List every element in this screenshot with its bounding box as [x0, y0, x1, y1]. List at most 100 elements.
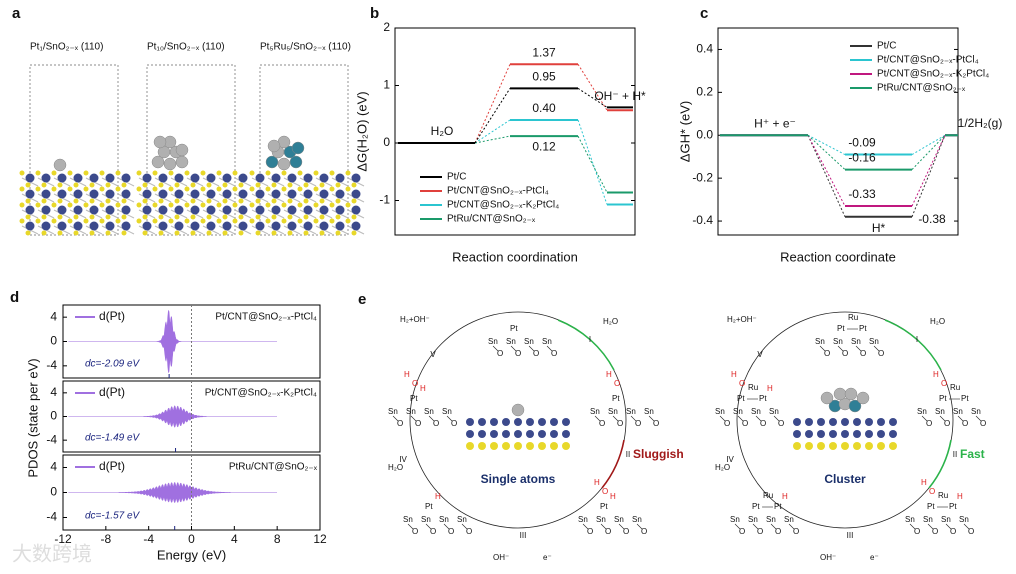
legend-label: PtRu/CNT@SnO₂₋ₓ [877, 83, 966, 94]
atom-label: O [932, 527, 938, 536]
atom-o [89, 214, 95, 220]
bond [618, 523, 625, 530]
atom-sn [121, 221, 131, 231]
atom-o [335, 214, 341, 220]
atom-o [200, 202, 206, 208]
atom-label: O [623, 527, 629, 536]
atom-o [158, 230, 164, 236]
atom-o [19, 170, 25, 176]
atom-sn [73, 205, 83, 215]
atom-label: O [614, 379, 620, 388]
atom-o [216, 218, 222, 224]
atom-label: Sn [406, 407, 416, 416]
slab-atom [877, 430, 885, 438]
bond [909, 523, 916, 530]
atom-label: Sn [632, 515, 642, 524]
atom-o [255, 182, 261, 188]
bond [873, 345, 880, 352]
atom-o [249, 186, 255, 192]
atom-o [73, 230, 79, 236]
atom-label: Sn [421, 515, 431, 524]
pdos-curve [68, 405, 277, 428]
atom-o [83, 202, 89, 208]
atom-label: Pt [927, 502, 935, 511]
bond [407, 523, 414, 530]
slab-atom [562, 442, 570, 450]
bond [425, 523, 432, 530]
atom-label: O [641, 527, 647, 536]
atom-label: Pt [859, 324, 867, 333]
step-label: II [953, 450, 957, 459]
atom-sn [238, 173, 248, 183]
atom-label: Sn [851, 337, 861, 346]
atom-label: H [606, 370, 612, 379]
atom-o [313, 170, 319, 176]
atom-sn [25, 205, 35, 215]
atom-label: Sn [542, 337, 552, 346]
atom-sn [121, 173, 131, 183]
atom-label: Sn [614, 515, 624, 524]
atom-sn [174, 173, 184, 183]
atom-label: O [605, 527, 611, 536]
bond [612, 415, 619, 422]
atom-sn [41, 221, 51, 231]
atom-pt [267, 139, 281, 153]
value-label: -0.33 [848, 187, 876, 201]
atom-label: H [731, 370, 737, 379]
atom-label: Ru [763, 491, 773, 500]
atom-o [281, 186, 287, 192]
step-label: II [626, 450, 630, 459]
slab-atom [466, 430, 474, 438]
bond [957, 415, 964, 422]
atom-label: Pt [737, 394, 745, 403]
fast-step-arc [884, 319, 942, 371]
slab-atom [538, 442, 546, 450]
atom-o [232, 186, 238, 192]
atom-label: Pt [961, 394, 969, 403]
atom-o [115, 218, 121, 224]
atom-o [168, 170, 174, 176]
atom-label: O [599, 419, 605, 428]
atom-sn [351, 173, 361, 183]
connector [474, 88, 511, 144]
bond [734, 523, 741, 530]
atom-sn [25, 173, 35, 183]
atom-sn [287, 205, 297, 215]
atom-o [319, 214, 325, 220]
atom-label: O [968, 527, 974, 536]
atom-sn [121, 189, 131, 199]
atom-o [200, 218, 206, 224]
atom-o [136, 170, 142, 176]
y-tick-label: 0.4 [696, 42, 713, 56]
value-label: -0.16 [848, 151, 876, 165]
legend-label: Pt/CNT@SnO₂₋ₓ-K₂PtCl₄ [447, 200, 559, 211]
atom-label: O [757, 527, 763, 536]
y-tick-label: -4 [46, 358, 57, 372]
connector [474, 135, 511, 144]
atom-pt [153, 135, 167, 149]
slab-atom [550, 430, 558, 438]
panel-label: d [10, 289, 19, 306]
atom-o [313, 202, 319, 208]
connector [911, 134, 946, 155]
atom-o [89, 198, 95, 204]
structure-title: Pt₁/SnO₂₋ₓ (110) [30, 42, 103, 53]
atom-label: Sn [769, 407, 779, 416]
atom-label: Sn [748, 515, 758, 524]
bond [392, 415, 399, 422]
atom-label: Sn [751, 407, 761, 416]
atom-label: O [739, 527, 745, 536]
state-label: H* [872, 221, 886, 235]
atom-o [35, 170, 41, 176]
slab-atom [478, 430, 486, 438]
atom-sn [158, 173, 168, 183]
bond [788, 523, 795, 530]
atom-label: O [415, 419, 421, 428]
atom-label: Sn [935, 407, 945, 416]
atom-o [216, 186, 222, 192]
bond [945, 523, 952, 530]
atom-label: Sn [917, 407, 927, 416]
atom-label: O [739, 379, 745, 388]
atom-label: H [921, 478, 927, 487]
